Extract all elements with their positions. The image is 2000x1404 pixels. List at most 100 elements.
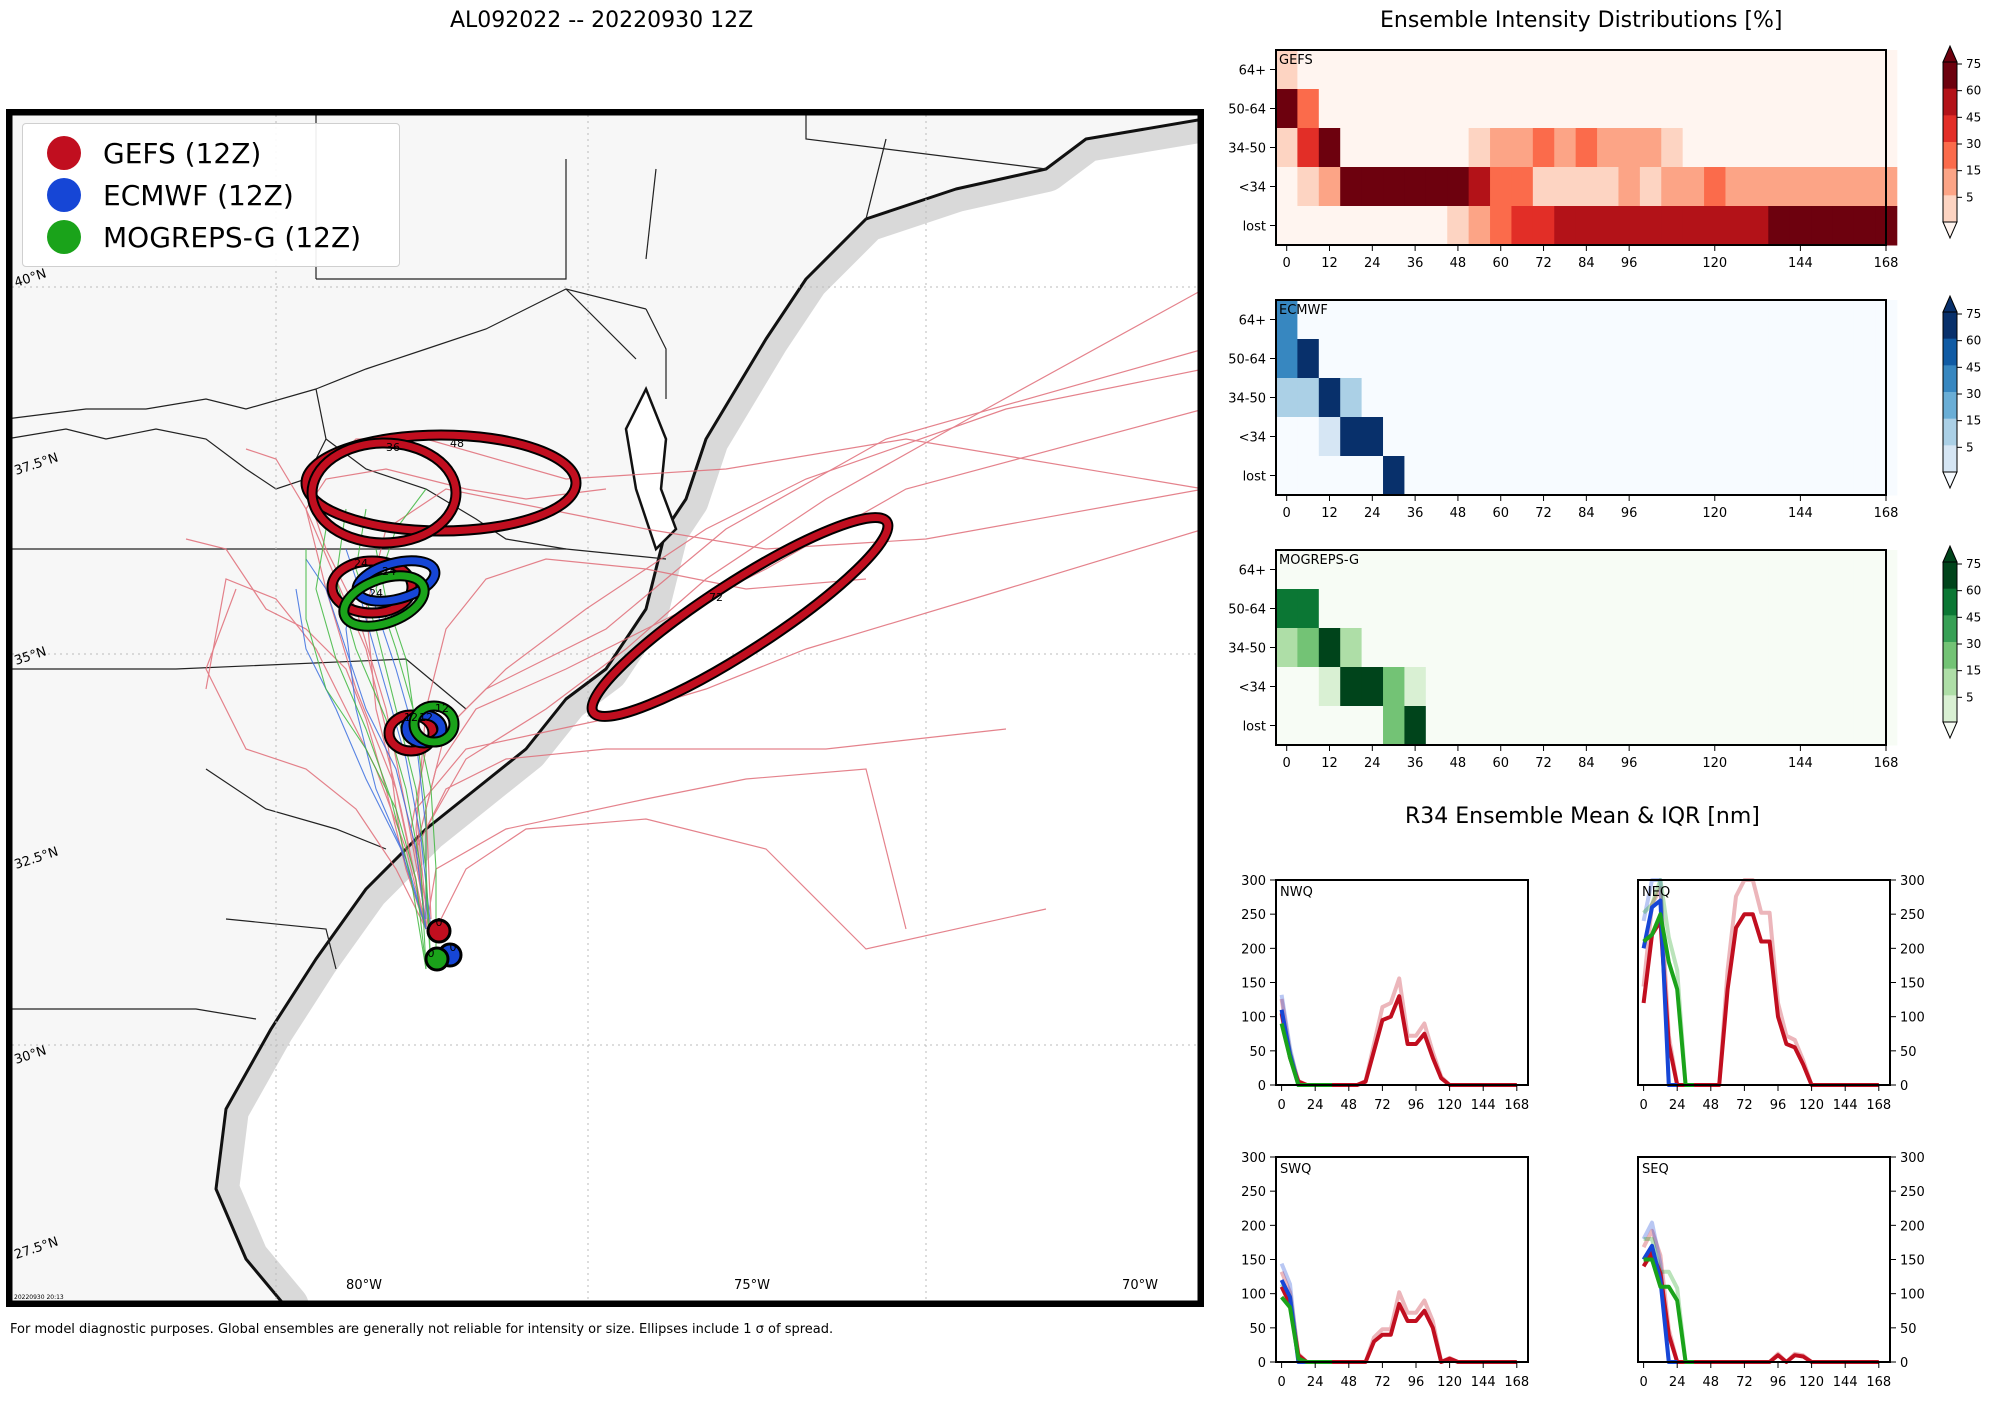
heatmap-cell xyxy=(1532,706,1555,746)
heatmap-cell xyxy=(1682,128,1705,168)
colorbar-label: 75 xyxy=(1966,307,1981,321)
heatmap-cell xyxy=(1661,628,1684,668)
r34-panel: SWQ 300 250 200 150 100 50 00 24 48 72 96 120 144 168 xyxy=(1241,1151,1529,1390)
heatmap-cell xyxy=(1575,378,1598,418)
heatmap-cell xyxy=(1832,50,1855,90)
track-map: 0 0 0 12 12 12 24 24 24 36 48 72 40°N 37… xyxy=(5,108,1205,1308)
legend-entry-gefs: GEFS (12Z) xyxy=(33,132,389,174)
heatmap-cell xyxy=(1832,300,1855,340)
heatmap-cell xyxy=(1725,550,1748,590)
heatmap-cell xyxy=(1447,50,1470,90)
heatmap-cell xyxy=(1532,206,1555,246)
heatmap-cell xyxy=(1276,167,1298,207)
heatmap-cell xyxy=(1853,456,1876,496)
heatmap-cell xyxy=(1276,667,1298,707)
heatmap-cell xyxy=(1853,89,1876,129)
heatmap-cell xyxy=(1532,378,1555,418)
heatmap-cell xyxy=(1297,667,1320,707)
intensity-panel: MOGREPS-G 64+ 50-64 34-50 <34 lost 0 12 24 36 48 60… xyxy=(1228,544,1981,771)
heatmap-x-label: 84 xyxy=(1578,506,1595,521)
heatmap-x-label: 72 xyxy=(1535,256,1552,271)
heatmap-cell xyxy=(1511,589,1534,629)
heatmap-x-label: 120 xyxy=(1702,506,1727,521)
heatmap-cell xyxy=(1704,50,1727,90)
heatmap-cell xyxy=(1383,167,1406,207)
r34-y-label: 0 xyxy=(1900,1356,1908,1371)
mogreps-ellipse-0 xyxy=(424,946,450,972)
ellipse-label: 12 xyxy=(419,711,433,724)
heatmap-cell xyxy=(1789,50,1812,90)
heatmap-cell xyxy=(1597,300,1620,340)
colorbar-label: 15 xyxy=(1966,664,1981,678)
heatmap-cell xyxy=(1618,167,1641,207)
heatmap-cell xyxy=(1511,339,1534,379)
chesapeake-bay xyxy=(624,385,678,552)
legend-marker xyxy=(47,220,81,254)
heatmap-cell xyxy=(1811,706,1834,746)
heatmap-cell xyxy=(1682,706,1705,746)
heatmap-cell xyxy=(1425,628,1448,668)
r34-y-label: 250 xyxy=(1900,908,1925,923)
heatmap-cell xyxy=(1404,667,1427,707)
colorbar-segment xyxy=(1943,695,1957,723)
heatmap-cell xyxy=(1832,628,1855,668)
heatmap-cell xyxy=(1811,50,1834,90)
heatmap-cell xyxy=(1682,667,1705,707)
heatmap-cell xyxy=(1597,339,1620,379)
heatmap-cell xyxy=(1746,339,1769,379)
heatmap-cell xyxy=(1490,550,1513,590)
heatmap-cell xyxy=(1383,628,1406,668)
r34-x-label: 168 xyxy=(1504,1375,1529,1390)
heatmap-cell xyxy=(1404,706,1427,746)
heatmap-cell xyxy=(1682,417,1705,457)
heatmap-cell xyxy=(1554,706,1577,746)
heatmap-cell xyxy=(1361,667,1384,707)
heatmap-cell xyxy=(1853,417,1876,457)
heatmap-cell xyxy=(1318,667,1341,707)
r34-x-label: 0 xyxy=(1639,1098,1647,1113)
heatmap-cell xyxy=(1768,456,1791,496)
heatmap-cell xyxy=(1853,378,1876,418)
heatmap-cell xyxy=(1704,706,1727,746)
heatmap-cell xyxy=(1511,378,1534,418)
heatmap-cell xyxy=(1340,50,1363,90)
heatmap-cell xyxy=(1425,167,1448,207)
heatmap-cell xyxy=(1704,167,1727,207)
r34-x-label: 24 xyxy=(1307,1098,1324,1113)
heatmap-x-label: 0 xyxy=(1283,756,1291,771)
heatmap-cell xyxy=(1447,550,1470,590)
heatmap-cell xyxy=(1468,339,1491,379)
heatmap-cell xyxy=(1597,417,1620,457)
colorbar-segment xyxy=(1943,338,1957,366)
colorbar-extend-top xyxy=(1942,294,1958,313)
heatmap-cell xyxy=(1297,128,1320,168)
r34-x-label: 168 xyxy=(1866,1375,1891,1390)
heatmap-cell xyxy=(1682,89,1705,129)
r34-y-label: 250 xyxy=(1900,1185,1925,1200)
heatmap-cell xyxy=(1361,628,1384,668)
heatmap-cell xyxy=(1661,456,1684,496)
heatmap-cell xyxy=(1297,89,1320,129)
colorbar-label: 5 xyxy=(1966,190,1974,204)
heatmap-cell xyxy=(1725,206,1748,246)
heatmap-cell xyxy=(1682,206,1705,246)
heatmap-cell xyxy=(1340,417,1363,457)
heatmap-x-label: 48 xyxy=(1450,256,1467,271)
heatmap-y-label: lost xyxy=(1243,470,1266,485)
heatmap-cell xyxy=(1597,589,1620,629)
heatmap-cell xyxy=(1746,89,1769,129)
r34-panel: SEQ 300 250 200 150 100 50 0 0 24 48 72 96 120 144 168 xyxy=(1637,1151,1925,1390)
r34-x-label: 72 xyxy=(1374,1375,1391,1390)
ellipse-label: 24 xyxy=(369,587,383,600)
r34-x-label: 0 xyxy=(1277,1375,1285,1390)
heatmap-cell xyxy=(1554,378,1577,418)
heatmap-cell xyxy=(1554,206,1577,246)
heatmap-cell xyxy=(1383,456,1406,496)
heatmap-cell xyxy=(1618,128,1641,168)
heatmap-cell xyxy=(1340,89,1363,129)
heatmap-x-label: 84 xyxy=(1578,256,1595,271)
heatmap-cell xyxy=(1853,206,1876,246)
heatmap-cell xyxy=(1853,628,1876,668)
heatmap-x-label: 120 xyxy=(1702,256,1727,271)
heatmap-x-label: 60 xyxy=(1492,256,1509,271)
